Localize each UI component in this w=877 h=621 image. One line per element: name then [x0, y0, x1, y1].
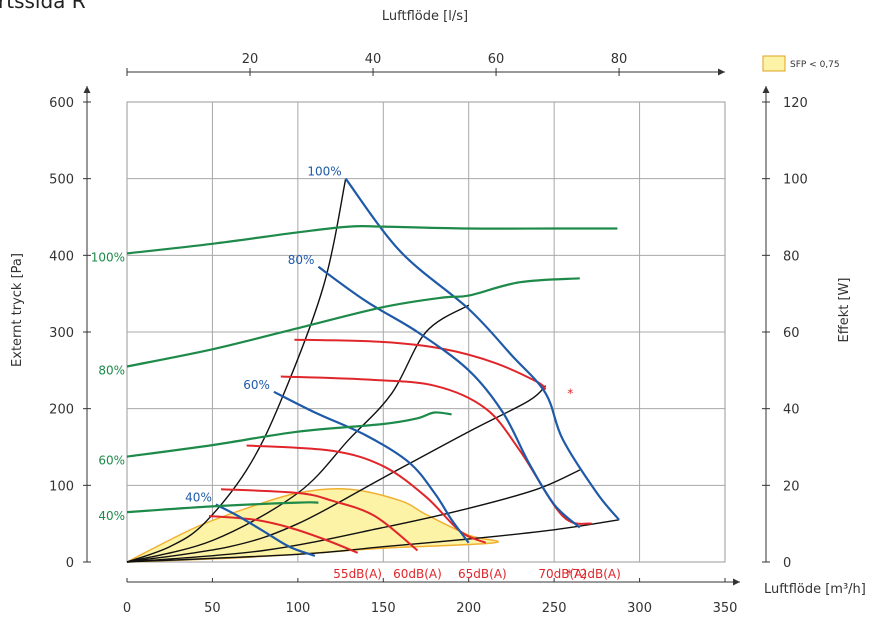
power-curve-60 [126, 411, 452, 458]
sfp-area [126, 488, 499, 563]
top-tick-label: 20 [242, 52, 259, 67]
sfp-region [126, 488, 499, 563]
power-label-40: 40% [98, 509, 125, 523]
sound-label-1: 55dB(A) [333, 567, 382, 581]
left-tick-label: 500 [49, 173, 74, 188]
pressure-curves [215, 178, 620, 557]
y-right-axis-label: Effekt [W] [837, 278, 852, 343]
right-tick-label: 60 [783, 326, 800, 341]
pressure-label-100: 100% [307, 165, 341, 179]
bottom-tick-label: 250 [542, 601, 567, 616]
right-tick-label: 120 [783, 96, 808, 111]
top-tick-label: 60 [488, 52, 505, 67]
left-tick-label: 600 [49, 96, 74, 111]
sound-label-3: 65dB(A) [458, 567, 507, 581]
bottom-tick-label: 300 [627, 601, 652, 616]
system-curve-5 [126, 519, 620, 563]
legend-swatch [762, 55, 786, 72]
chart-title: rtssida R [0, 0, 86, 13]
right-tick-label: 100 [783, 173, 808, 188]
curve-labels: 100% 80% 60% 40% 100% 80% 60% 40% 55dB(A) 60dB(A)… [91, 165, 621, 581]
bottom-tick-label: 0 [123, 601, 131, 616]
right-axis-arrow [762, 86, 770, 93]
y-left-axis-label: Externt tryck [Pa] [10, 253, 25, 367]
top-tick-label: 80 [611, 52, 628, 67]
power-label-80: 80% [98, 364, 125, 378]
pressure-label-80: 80% [288, 253, 315, 267]
right-tick-label: 80 [783, 249, 800, 264]
right-tick-label: 0 [783, 556, 791, 571]
power-curves [126, 224, 618, 514]
pressure-curve-100 [344, 178, 620, 521]
power-curve-80 [126, 277, 580, 368]
bottom-tick-label: 200 [456, 601, 481, 616]
system-curve-3 [126, 385, 547, 563]
left-axis-arrow [83, 86, 91, 93]
power-curve-100 [126, 224, 618, 255]
left-tick-label: 200 [49, 403, 74, 418]
bottom-tick-label: 100 [285, 601, 310, 616]
system-curves [126, 178, 620, 563]
power-label-60: 60% [98, 454, 125, 468]
power-label-100: 100% [91, 250, 125, 264]
pressure-label-60: 60% [243, 378, 270, 392]
system-curve-4 [126, 469, 581, 563]
bottom-axis-arrow [733, 578, 740, 586]
top-axis-label: Luftflöde [l/s] [382, 9, 468, 24]
sound-curve-2 [220, 488, 419, 552]
pressure-curve-80 [317, 265, 581, 529]
bottom-tick-label: 150 [371, 601, 396, 616]
right-tick-label: 40 [783, 403, 800, 418]
pressure-label-40: 40% [185, 491, 212, 505]
pressure-curve-60 [273, 390, 470, 544]
sound-label-5: *72dB(A) [566, 567, 621, 581]
pressure-curve-40 [215, 503, 316, 557]
sound-label-2: 60dB(A) [393, 567, 442, 581]
left-tick-label: 300 [49, 326, 74, 341]
right-tick-label: 20 [783, 479, 800, 494]
top-axis-arrow [718, 68, 725, 76]
asterisk-marker: * [567, 386, 573, 400]
system-curve-2 [126, 304, 470, 563]
sound-curve-5 [294, 338, 547, 391]
left-tick-label: 0 [66, 556, 74, 571]
sound-label-4: 70dB(A) [538, 567, 587, 581]
legend: SFP < 0,75 [762, 55, 840, 72]
left-tick-label: 100 [49, 479, 74, 494]
power-curve-40 [126, 501, 319, 514]
bottom-tick-label: 350 [713, 601, 738, 616]
bottom-tick-label: 50 [204, 601, 221, 616]
sound-curve-4 [280, 375, 592, 525]
top-tick-label: 40 [365, 52, 382, 67]
legend-label: SFP < 0,75 [790, 60, 840, 70]
system-curve-1 [126, 178, 347, 563]
bottom-axis-label: Luftflöde [m³/h] [764, 582, 866, 597]
left-tick-label: 400 [49, 249, 74, 264]
